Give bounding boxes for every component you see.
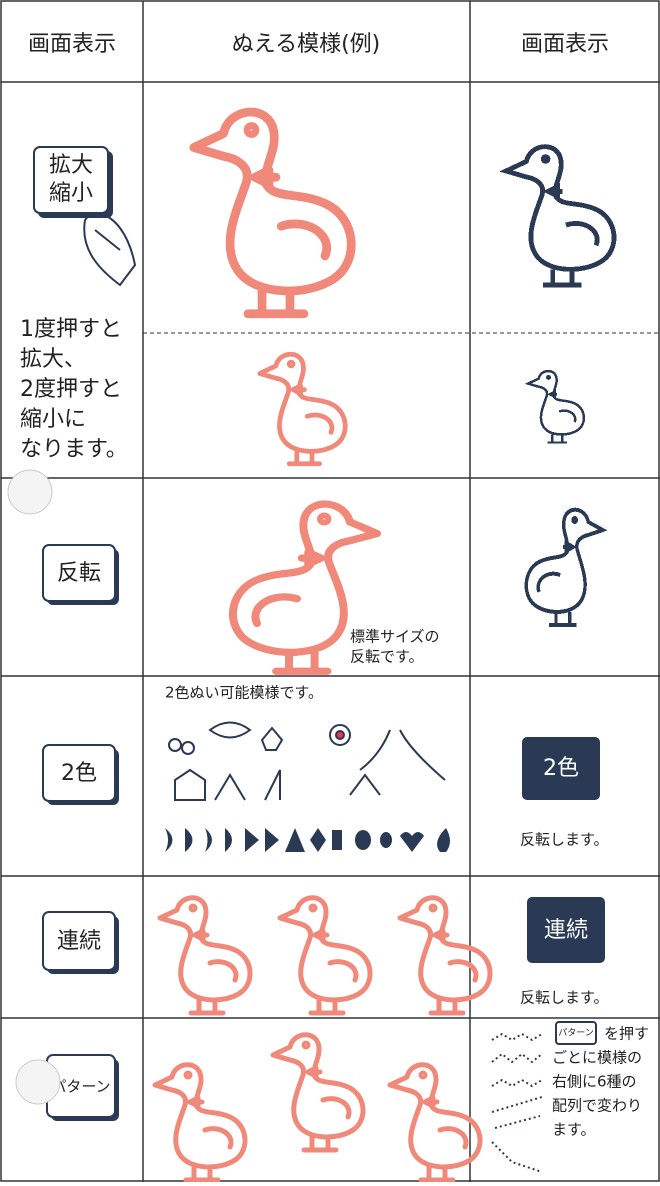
zoom-button [33, 146, 109, 214]
goose-repeat [160, 898, 250, 1013]
caption: 2色ぬい可能模様です。 [165, 684, 323, 702]
display-button [522, 737, 600, 800]
finger-icon [83, 212, 137, 287]
header-cell: 画面表示 [521, 32, 609, 57]
goose-pattern [390, 1065, 480, 1180]
punch-hole [15, 1059, 61, 1105]
note-line: 右側に6種の [552, 1073, 637, 1091]
button-label: 反転 [57, 561, 101, 586]
button-label: 拡大 [49, 153, 93, 178]
button-label: パターン [558, 1028, 594, 1039]
note-line: 縮小に [20, 407, 86, 432]
note-line: ます。 [552, 1121, 596, 1139]
punch-hole [7, 469, 53, 515]
header-cell: ぬえる模様(例) [232, 32, 381, 57]
display-label: 連続 [544, 918, 588, 943]
goose-flipped [233, 504, 377, 671]
note-line: 拡大、 [20, 347, 86, 372]
note-line: なります。 [20, 437, 128, 462]
repeat-button [42, 911, 116, 971]
button-label: 縮小 [49, 181, 93, 206]
two-color-button [42, 744, 116, 802]
note-line: 2度押すと [20, 377, 122, 402]
button-label: 2色 [61, 761, 97, 786]
pixel-goose [524, 507, 605, 627]
note-line: 反転です。 [350, 648, 424, 666]
goose-pattern [155, 1065, 245, 1180]
note-line: ごとに模様の [552, 1049, 642, 1067]
arrangement-icons [491, 1032, 543, 1173]
goose-small [260, 354, 346, 464]
note-line: を押す [604, 1025, 649, 1043]
note-line: 配列で変わり [552, 1097, 642, 1115]
note-line: 1度押すと [20, 317, 122, 342]
note-line: 標準サイズの [350, 628, 440, 646]
pixel-goose [526, 369, 586, 444]
goose-repeat [400, 898, 490, 1013]
stitch-row [165, 828, 450, 852]
header-cell: 画面表示 [28, 32, 116, 57]
goose-large [194, 112, 352, 314]
pixel-goose [506, 147, 614, 285]
pattern-icons [168, 721, 446, 801]
result-text: 反転します。 [520, 989, 609, 1007]
goose-repeat [280, 898, 370, 1013]
display-label: 2色 [543, 756, 579, 781]
result-text: 反転します。 [520, 831, 609, 849]
flip-button [42, 544, 116, 602]
pattern-button-small [555, 1021, 597, 1045]
button-label: 連続 [57, 929, 101, 954]
button-label: パターン [51, 1078, 110, 1096]
goose-pattern [273, 1035, 363, 1150]
display-button [527, 897, 605, 963]
